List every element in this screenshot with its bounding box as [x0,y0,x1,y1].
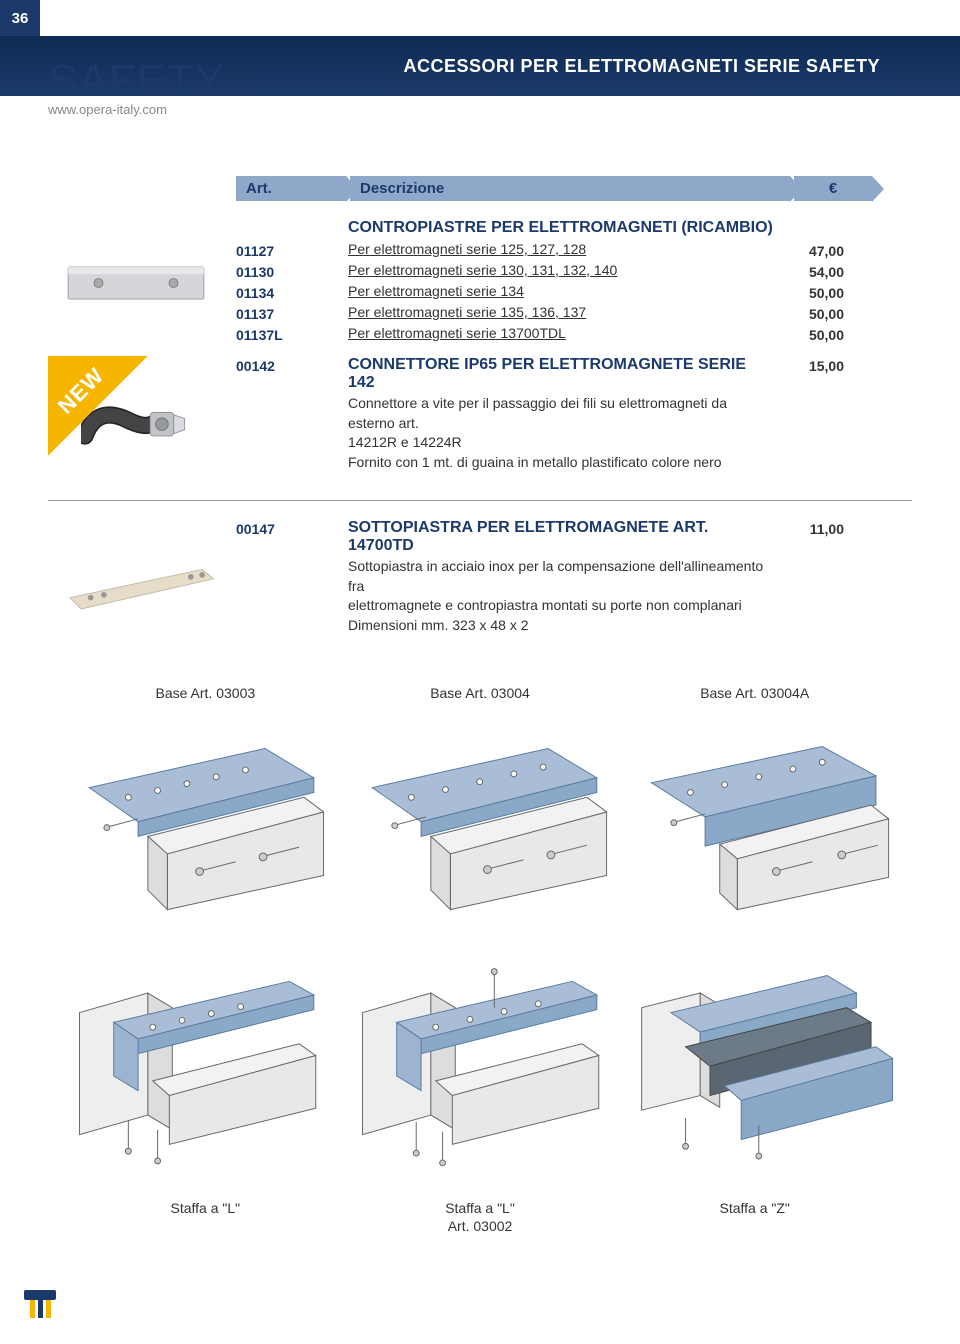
desc-line: Per elettromagneti serie 130, 131, 132, … [348,260,774,281]
desc-line: Per elettromagneti serie 125, 127, 128 [348,239,774,260]
staffa-labels-row: Staffa a "L" Staffa a "L" Art. 03002 Sta… [48,1199,912,1295]
price: 50,00 [774,304,844,325]
base-label-a: Base Art. 03003 [68,685,343,701]
art-code: 01137L [236,325,334,346]
product-image-plate [48,219,224,346]
figure-base-03004a [627,729,900,914]
product-image-sottopiastra [48,519,224,639]
new-badge-text: NEW [53,363,110,420]
header-title: ACCESSORI PER ELETTROMAGNETI SERIE SAFET… [403,56,880,77]
desc-line: Per elettromagneti serie 134 [348,281,774,302]
price: 11,00 [774,519,844,540]
art-code: 00147 [236,519,334,540]
price: 47,00 [774,241,844,262]
staffa-label-b2: Art. 03002 [448,1218,513,1234]
desc-line: elettromagnete e contropiastra montati s… [348,596,774,616]
brand-block: SAFETY www.opera-italy.com [48,56,225,117]
staffa-label-b1: Staffa a "L" [445,1200,515,1216]
base-label-b: Base Art. 03004 [343,685,618,701]
price: 54,00 [774,262,844,283]
desc-line: Dimensioni mm. 323 x 48 x 2 [348,616,774,636]
figure-base-03004 [343,729,616,914]
section-title: SOTTOPIASTRA PER ELETTROMAGNETE ART. 147… [348,519,774,555]
section-title: CONTROPIASTRE PER ELETTROMAGNETI (RICAMB… [348,219,774,237]
underplate-icon [51,541,221,617]
desc-line: Per elettromagneti serie 135, 136, 137 [348,302,774,323]
staffa-label-b: Staffa a "L" Art. 03002 [343,1199,618,1235]
desc-line: Fornito con 1 mt. di guaina in metallo p… [348,453,774,473]
page-number: 36 [0,0,40,36]
art-code: 00142 [236,356,334,377]
price: 50,00 [774,325,844,346]
divider [48,500,912,501]
section-contropiastre: 01127 01130 01134 01137 01137L CONTROPIA… [48,219,912,346]
desc-line: Sottopiastra in acciaio inox per la comp… [348,557,774,596]
desc-line: Per elettromagneti serie 13700TDL [348,323,774,344]
desc-line: Connettore a vite per il passaggio dei f… [348,394,774,433]
base-label-c: Base Art. 03004A [617,685,892,701]
price: 50,00 [774,283,844,304]
figure-staffa-z [627,954,900,1169]
plate-icon [61,258,211,308]
art-code: 01134 [236,283,334,304]
section-connettore: NEW 00142 CONNETTORE IP65 PER ELETTROMAG… [48,356,912,476]
art-code: 01137 [236,304,334,325]
figure-row-staffe [48,954,912,1169]
price: 15,00 [774,356,844,377]
figure-staffa-l-1 [60,954,333,1169]
desc-line: 14212R e 14224R [348,433,774,453]
art-code: 01127 [236,241,334,262]
th-art: Art. [236,176,346,201]
new-badge: NEW [48,356,148,456]
table-header-row: Art. Descrizione € [236,176,912,201]
section-title: CONNETTORE IP65 PER ELETTROMAGNETE SERIE… [348,356,774,392]
figure-row-bases [48,729,912,914]
section-sottopiastra: 00147 SOTTOPIASTRA PER ELETTROMAGNETE AR… [48,519,912,639]
th-desc: Descrizione [350,176,790,201]
footer-logo-icon [20,1284,60,1324]
art-code: 01130 [236,262,334,283]
product-image-connector: NEW [48,356,224,476]
staffa-label-a: Staffa a "L" [68,1199,343,1235]
figure-staffa-l-2 [343,954,616,1169]
figure-base-03003 [60,729,333,914]
th-euro: € [794,176,872,201]
brand-name: SAFETY [48,56,225,106]
base-labels-row: Base Art. 03003 Base Art. 03004 Base Art… [48,685,912,701]
staffa-label-c: Staffa a "Z" [617,1199,892,1235]
